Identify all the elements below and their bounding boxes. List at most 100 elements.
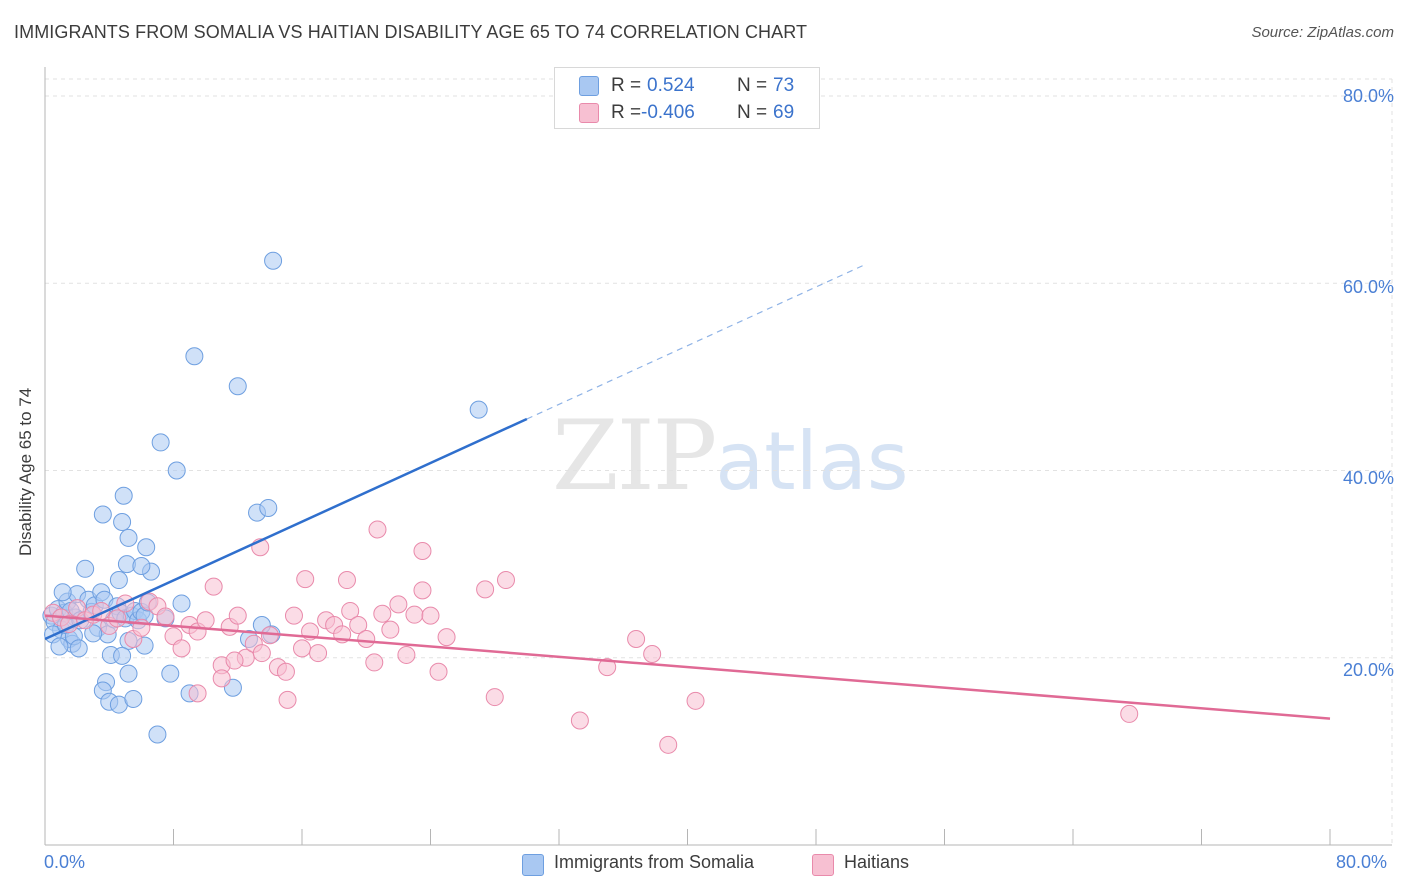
legend-swatch-somalia bbox=[579, 76, 599, 96]
haitians-point bbox=[496, 571, 515, 590]
haitians-point bbox=[643, 645, 662, 664]
haitians-trend-line bbox=[44, 614, 1331, 720]
chart-title: IMMIGRANTS FROM SOMALIA VS HAITIAN DISAB… bbox=[14, 22, 808, 42]
somalia-point bbox=[93, 505, 112, 524]
somalia-point bbox=[113, 512, 132, 531]
haitians-point bbox=[293, 639, 311, 658]
somalia-point bbox=[69, 639, 88, 658]
haitians-point bbox=[225, 651, 244, 670]
somalia-point bbox=[259, 498, 278, 517]
haitians-point bbox=[204, 577, 223, 596]
source-label: Source: ZipAtlas.com bbox=[1251, 24, 1394, 41]
haitians-point bbox=[1120, 704, 1139, 723]
haitians-point bbox=[365, 653, 384, 672]
somalia-trend-line bbox=[44, 417, 528, 641]
somalia-point bbox=[264, 251, 283, 270]
haitians-point bbox=[196, 611, 215, 630]
somalia-trend-extension bbox=[526, 264, 865, 420]
somalia-point bbox=[113, 646, 132, 665]
somalia-point bbox=[161, 664, 180, 683]
haitians-point bbox=[309, 644, 328, 663]
watermark-atlas: atlas bbox=[715, 415, 909, 508]
legend-n-label: N = bbox=[737, 75, 768, 96]
y-tick-label: 80.0% bbox=[1342, 86, 1394, 106]
somalia-point bbox=[53, 583, 72, 602]
legend-n-label: N = bbox=[737, 102, 768, 123]
somalia-point bbox=[119, 528, 138, 547]
somalia-point bbox=[132, 556, 151, 575]
legend-n-value: 73 bbox=[773, 75, 795, 96]
axes bbox=[44, 67, 1392, 846]
somalia-point bbox=[124, 689, 143, 708]
somalia-point bbox=[151, 433, 170, 452]
haitians-point bbox=[659, 735, 678, 754]
haitians-point bbox=[296, 570, 315, 589]
y-tick-label: 20.0% bbox=[1342, 660, 1394, 680]
bottom-legend-label: Haitians bbox=[844, 852, 910, 872]
haitians-point bbox=[413, 542, 432, 561]
somalia-point bbox=[84, 624, 103, 643]
haitians-point bbox=[373, 604, 392, 623]
haitians-point bbox=[598, 658, 617, 677]
haitians-point bbox=[389, 595, 408, 614]
haitians-point bbox=[108, 609, 127, 628]
haitians-point bbox=[337, 571, 356, 590]
y-tick-label: 40.0% bbox=[1342, 468, 1394, 488]
haitians-point bbox=[397, 645, 416, 664]
somalia-point bbox=[172, 594, 191, 613]
legend-n-value: 69 bbox=[773, 102, 795, 123]
somalia-point bbox=[167, 461, 186, 480]
y-tick-label: 60.0% bbox=[1342, 277, 1394, 297]
stats-legend: R = 0.524 N = 73 R = -0.406 N = 69 bbox=[554, 67, 820, 129]
haitians-point bbox=[172, 639, 191, 658]
watermark: ZIPatlas bbox=[552, 400, 909, 512]
haitians-point bbox=[252, 644, 271, 663]
data-points bbox=[42, 251, 1139, 754]
somalia-point bbox=[148, 725, 167, 744]
haitians-point bbox=[284, 606, 303, 625]
somalia-point bbox=[228, 377, 247, 396]
somalia-point bbox=[469, 400, 488, 419]
legend-r-value: 0.524 bbox=[647, 75, 695, 96]
legend-swatch-haitians bbox=[579, 103, 599, 123]
haitians-point bbox=[421, 606, 440, 625]
haitians-point bbox=[212, 669, 231, 688]
trend-lines bbox=[44, 264, 1331, 720]
haitians-point bbox=[686, 691, 705, 710]
haitians-point bbox=[228, 606, 247, 625]
somalia-point bbox=[109, 571, 128, 590]
bottom-legend-label: Immigrants from Somalia bbox=[554, 852, 755, 872]
y-axis-label: Disability Age 65 to 74 bbox=[16, 387, 35, 556]
haitians-point bbox=[368, 520, 387, 539]
haitians-point bbox=[485, 688, 504, 707]
haitians-point bbox=[413, 581, 432, 600]
somalia-point bbox=[185, 347, 204, 366]
legend-r-value: -0.406 bbox=[641, 102, 695, 123]
legend-r-label: R = bbox=[611, 102, 642, 123]
bottom-legend-swatch bbox=[522, 854, 544, 876]
bottom-legend-swatch bbox=[812, 854, 834, 876]
haitians-point bbox=[405, 605, 424, 624]
x-tick-label: 80.0% bbox=[1336, 852, 1388, 872]
haitians-point bbox=[156, 607, 175, 626]
haitians-point bbox=[349, 615, 368, 634]
haitians-point bbox=[429, 662, 448, 681]
haitians-point bbox=[437, 628, 456, 647]
haitians-point bbox=[357, 630, 376, 649]
gridlines bbox=[45, 78, 1393, 845]
legend-r-label: R = bbox=[611, 75, 642, 96]
haitians-point bbox=[381, 620, 400, 639]
watermark-zip: ZIP bbox=[552, 400, 717, 512]
haitians-point bbox=[188, 684, 207, 703]
haitians-point bbox=[476, 580, 495, 599]
haitians-point bbox=[627, 630, 646, 649]
somalia-point bbox=[114, 486, 133, 505]
haitians-point bbox=[278, 690, 297, 709]
somalia-point bbox=[50, 637, 69, 656]
x-tick-label: 0.0% bbox=[44, 852, 86, 872]
haitians-point bbox=[276, 662, 295, 681]
haitians-point bbox=[341, 601, 360, 620]
somalia-point bbox=[137, 538, 156, 557]
somalia-point bbox=[76, 559, 95, 578]
somalia-point bbox=[119, 664, 138, 683]
